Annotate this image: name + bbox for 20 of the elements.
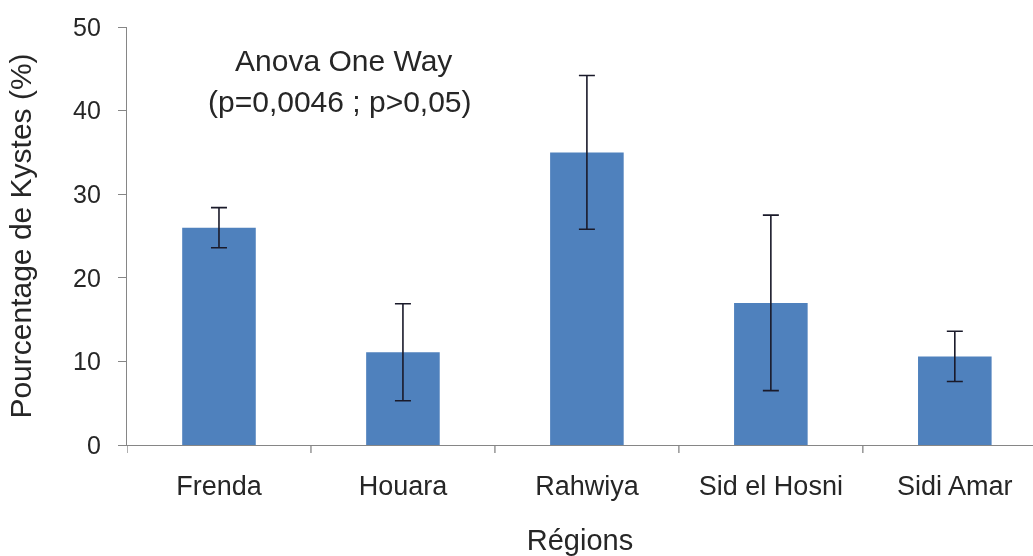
x-tick-label: Houara <box>358 470 449 501</box>
y-tick-label: 50 <box>73 12 101 41</box>
y-tick-label: 10 <box>73 347 101 376</box>
y-tick-label: 0 <box>86 430 101 459</box>
bar <box>182 227 256 445</box>
bar <box>734 302 808 445</box>
bar <box>918 356 992 445</box>
x-tick-label: Sid el Hosni <box>698 470 843 501</box>
annotation: (p=0,0046 ; p>0,05) <box>208 85 472 118</box>
bar <box>366 352 440 445</box>
y-tick-label: 40 <box>73 96 101 125</box>
bar <box>550 152 624 445</box>
y-tick-label: 20 <box>73 263 101 292</box>
x-axis-title: Régions <box>526 524 634 556</box>
x-tick-label: Frenda <box>176 470 263 501</box>
annotation: Anova One Way <box>235 44 453 77</box>
x-tick-label: Sidi Amar <box>897 470 1013 501</box>
y-tick-label: 30 <box>73 179 101 208</box>
y-axis-title: Pourcentage de Kystes (%) <box>4 53 38 419</box>
x-tick-label: Rahwiya <box>535 470 640 501</box>
